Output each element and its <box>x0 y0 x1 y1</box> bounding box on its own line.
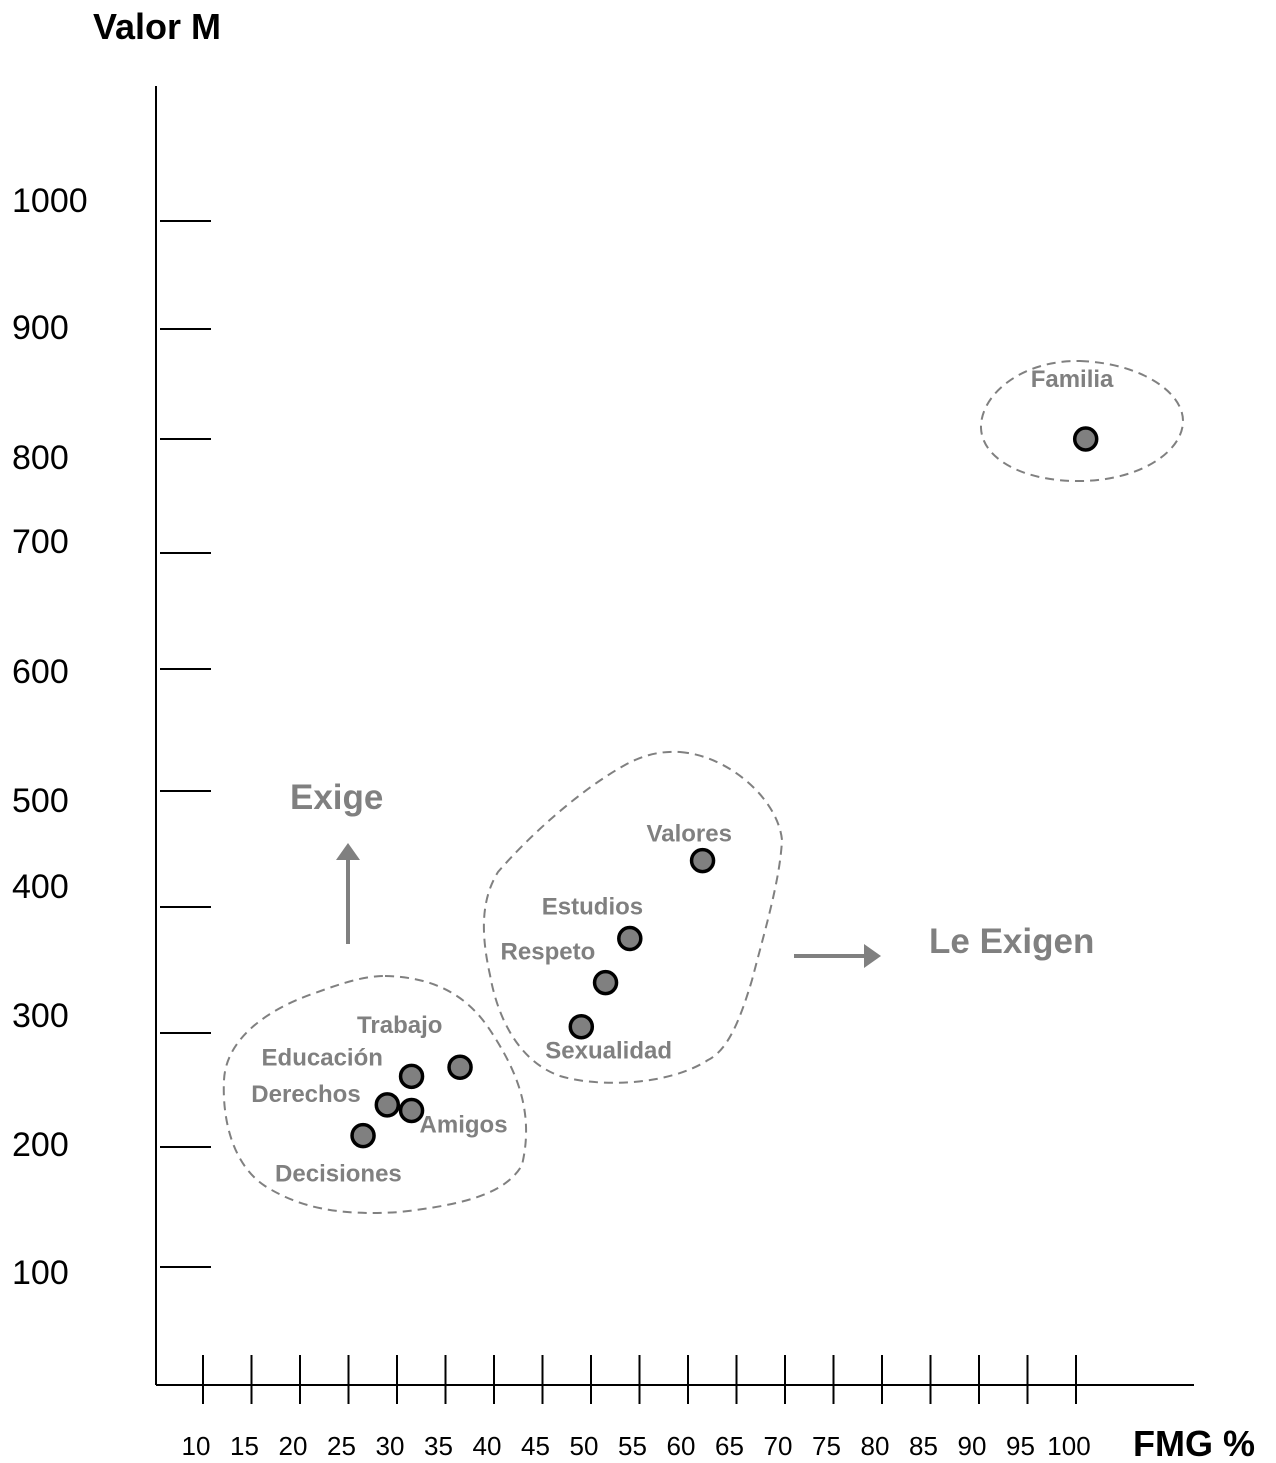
point-label-familia: Familia <box>1031 366 1114 393</box>
x-tick-label: 55 <box>618 1431 647 1461</box>
up-arrow-icon <box>336 843 360 944</box>
y-tick-label: 100 <box>12 1254 69 1292</box>
point-trabajo <box>447 1054 473 1080</box>
x-tick-label: 65 <box>715 1431 744 1461</box>
point-labels: Familia Valores Estudios Respeto Sexualidad T… <box>251 366 1114 1188</box>
x-tick-label: 15 <box>230 1431 259 1461</box>
x-tick-label: 20 <box>279 1431 308 1461</box>
point-label-amigos: Amigos <box>420 1112 508 1139</box>
x-tick-label: 85 <box>909 1431 938 1461</box>
annotation-le-exigen: Le Exigen <box>929 922 1094 961</box>
y-tick-label: 500 <box>12 782 69 820</box>
y-ticks: 1000 900 800 700 600 500 400 300 200 100 <box>12 182 211 1292</box>
x-ticks: 10 15 20 25 30 35 40 45 50 55 60 65 70 75 80 85 90 95 100 <box>182 1355 1091 1461</box>
x-tick-label: 95 <box>1006 1431 1035 1461</box>
y-tick-label: 300 <box>12 997 69 1035</box>
x-tick-label: 40 <box>473 1431 502 1461</box>
point-estudios <box>617 925 643 952</box>
y-axis-title: Valor M <box>93 6 221 47</box>
y-tick-label: 200 <box>12 1126 69 1164</box>
x-tick-label: 90 <box>958 1431 987 1461</box>
x-tick-label: 60 <box>667 1431 696 1461</box>
x-tick-label: 75 <box>812 1431 841 1461</box>
point-label-respeto: Respeto <box>501 939 596 966</box>
point-sexualidad <box>568 1013 595 1040</box>
point-respeto <box>592 969 619 996</box>
x-tick-label: 70 <box>764 1431 793 1461</box>
x-tick-label: 25 <box>327 1431 356 1461</box>
point-valores <box>689 847 716 874</box>
point-amigos <box>398 1097 425 1124</box>
cluster-middle-outline <box>482 750 784 1084</box>
point-derechos <box>374 1092 401 1118</box>
y-tick-label: 1000 <box>12 182 88 220</box>
x-tick-label: 30 <box>376 1431 405 1461</box>
point-label-valores: Valores <box>647 821 732 848</box>
x-axis-title: FMG % <box>1133 1423 1255 1463</box>
x-tick-label: 10 <box>182 1431 211 1461</box>
cluster-lower-outline <box>222 974 528 1214</box>
y-tick-label: 700 <box>12 523 69 561</box>
point-label-educacion: Educación <box>262 1044 383 1071</box>
point-decisiones <box>350 1122 376 1149</box>
point-label-estudios: Estudios <box>542 894 643 921</box>
point-educacion <box>398 1063 425 1090</box>
point-label-derechos: Derechos <box>251 1081 360 1108</box>
point-label-decisiones: Decisiones <box>275 1161 402 1188</box>
point-familia <box>1072 426 1099 452</box>
right-arrow-icon <box>794 944 881 968</box>
x-tick-label: 80 <box>861 1431 890 1461</box>
point-label-trabajo: Trabajo <box>357 1012 442 1039</box>
y-tick-label: 600 <box>12 653 69 691</box>
data-points <box>350 426 1099 1149</box>
y-tick-label: 400 <box>12 868 69 906</box>
y-tick-label: 900 <box>12 309 69 347</box>
x-tick-label: 45 <box>521 1431 550 1461</box>
cluster-familia-outline <box>979 359 1185 483</box>
x-tick-label: 100 <box>1047 1431 1090 1461</box>
point-label-sexualidad: Sexualidad <box>545 1038 672 1065</box>
x-tick-label: 50 <box>570 1431 599 1461</box>
y-tick-label: 800 <box>12 439 69 477</box>
annotation-exige: Exige <box>290 778 383 817</box>
x-tick-label: 35 <box>424 1431 453 1461</box>
